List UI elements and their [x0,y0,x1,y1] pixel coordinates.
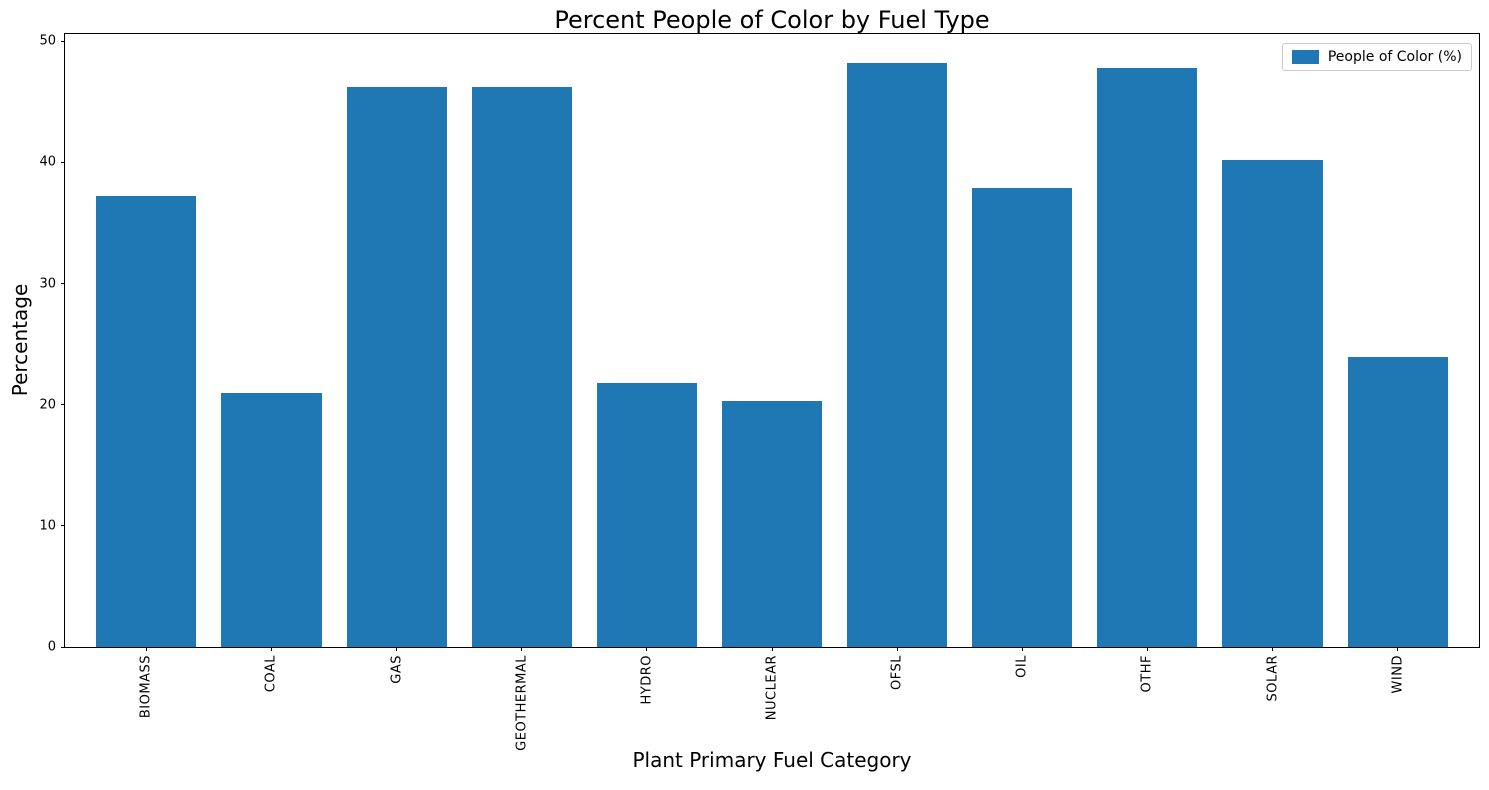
y-axis-tick [61,161,65,163]
x-axis-tick-label-geothermal: GEOTHERMAL [514,655,530,751]
x-axis-tick-label-wind: WIND [1390,655,1406,694]
legend-swatch-icon [1291,50,1319,64]
y-axis-tick [61,525,65,527]
bar-nuclear [721,401,823,647]
y-axis-tick [61,646,65,648]
x-axis-tick [521,647,523,651]
bar-othf [1097,67,1198,647]
bar-coal [221,392,322,647]
x-axis-tick [771,647,773,651]
y-axis-tick-label: 10 [39,518,56,534]
x-axis-tick [646,647,648,651]
bar-geothermal [471,87,572,647]
x-axis-tick-label-biomass: BIOMASS [138,655,154,719]
x-axis-tick [270,647,272,651]
y-axis-tick [61,283,65,285]
x-axis-tick [1397,647,1399,651]
y-axis-tick-label: 20 [39,397,56,413]
x-axis-tick [1272,647,1274,651]
legend: People of Color (%) [1281,43,1472,71]
x-axis-tick-label-ofsl: OFSL [889,655,905,690]
bar-ofsl [847,63,948,647]
x-axis-label: Plant Primary Fuel Category [632,748,912,772]
x-axis-tick-label-othf: OTHF [1139,655,1155,693]
x-axis-tick-label-gas: GAS [389,655,405,684]
bar-biomass [96,196,197,647]
bar-oil [972,187,1073,647]
x-axis-tick [396,647,398,651]
y-axis-tick-label: 40 [39,154,56,170]
y-axis-label: Percentage [8,283,32,397]
x-axis-tick-label-solar: SOLAR [1265,655,1281,702]
x-axis-tick-label-hydro: HYDRO [639,655,655,705]
x-axis-tick-label-nuclear: NUCLEAR [764,655,780,721]
x-axis-tick-label-coal: COAL [263,655,279,693]
bar-gas [346,87,447,647]
y-axis-tick-label: 50 [39,33,56,49]
y-axis-tick-label: 30 [39,276,56,292]
x-axis-tick [1021,647,1023,651]
x-axis-tick [896,647,898,651]
x-axis-tick [145,647,147,651]
x-axis-tick-label-oil: OIL [1014,655,1030,678]
y-axis-tick-label: 0 [47,639,56,655]
plot-area: 0 10 20 30 40 50 BIOMASS COAL GAS GEOTHERMAL HYDR… [39,33,1480,751]
bar-solar [1222,160,1323,647]
bar-wind [1347,357,1448,647]
bar-hydro [596,382,697,647]
legend-label: People of Color (%) [1327,49,1462,65]
chart-title: Percent People of Color by Fuel Type [554,6,990,34]
y-axis-tick [61,40,65,42]
y-axis-tick [61,404,65,406]
x-axis-tick [1146,647,1148,651]
